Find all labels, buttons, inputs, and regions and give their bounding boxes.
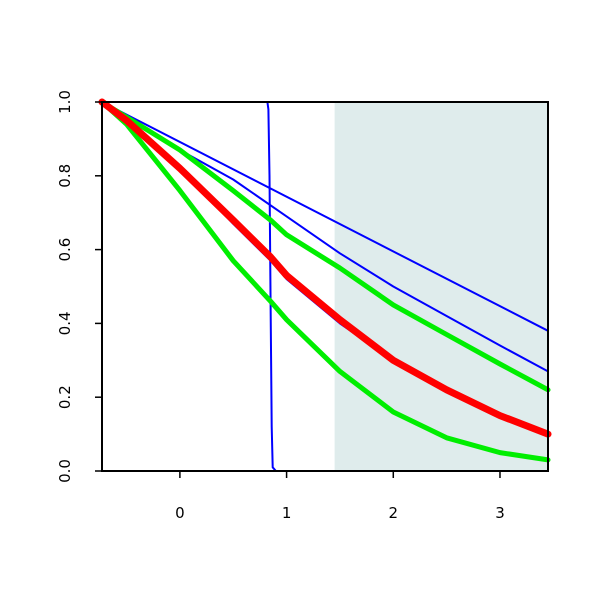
y-tick-label: 0.0 [56, 459, 74, 483]
y-tick-label: 0.4 [56, 311, 74, 335]
y-tick-label: 1.0 [56, 90, 74, 114]
series-line-7 [98, 98, 552, 438]
x-tick-label: 0 [175, 504, 185, 522]
y-tick-label: 0.6 [56, 238, 74, 262]
series-line-5 [99, 99, 551, 393]
x-tick-label: 3 [495, 504, 505, 522]
plot-area [98, 98, 552, 472]
plot-frame [101, 101, 549, 472]
axes: 0 1 2 3 0.0 0.2 0.4 0.6 0.8 1.0 [56, 90, 549, 522]
series-line-3 [101, 101, 549, 373]
series-line-6 [99, 99, 551, 463]
x-tick-label: 1 [282, 504, 292, 522]
y-tick-label: 0.8 [56, 164, 74, 188]
y-tick-label: 0.2 [56, 385, 74, 409]
x-tick-label: 2 [389, 504, 399, 522]
series-line-2 [101, 101, 549, 332]
